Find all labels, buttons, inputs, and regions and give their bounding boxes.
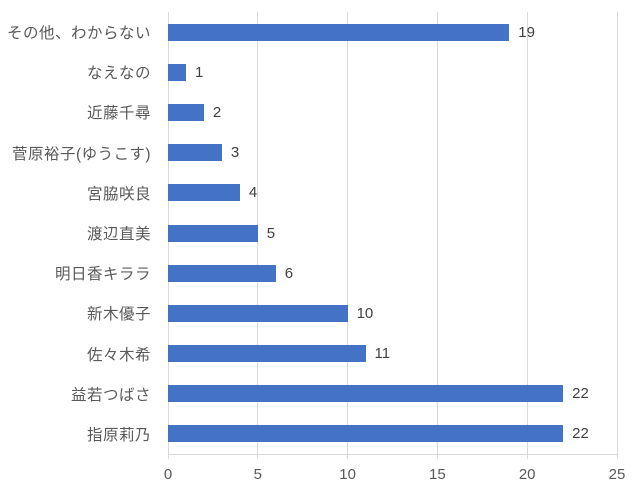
category-row: 明日香キララ [0,253,160,293]
category-row: 渡辺直美 [0,213,160,253]
bar [168,264,276,282]
category-row: なえなの [0,52,160,92]
bar [168,425,564,443]
bar-row: 22 [168,414,617,454]
gridline [257,12,259,454]
axis-tick-mark [167,454,169,459]
category-label: 新木優子 [86,306,151,324]
bar-row: 6 [168,253,617,293]
bar [168,385,564,403]
category-label: なえなの [86,65,151,83]
bar-row: 22 [168,374,617,414]
bar [168,184,240,202]
category-label: 佐々木希 [86,346,151,364]
bar-row: 10 [168,293,617,333]
category-row: 宮脇咲良 [0,173,160,213]
axis-tick-mark [526,454,528,459]
bar [168,23,510,41]
bar-row: 1 [168,52,617,92]
bar-row: 19 [168,12,617,52]
gridline [347,12,349,454]
gridline [616,12,618,454]
plot-area: 19 1 2 3 4 5 6 10 11 22 22 [167,12,618,459]
category-row: 益若つばさ [0,374,160,414]
x-tick-label: 20 [518,466,536,483]
data-label: 6 [284,264,294,282]
category-label: 宮脇咲良 [86,185,151,203]
bar [168,63,186,81]
gridline [526,12,528,454]
x-tick-label: 0 [163,466,173,483]
bar-row: 3 [168,133,617,173]
data-label: 11 [374,345,391,363]
category-label: 益若つばさ [70,386,151,404]
bar [168,345,366,363]
axis-tick-mark [257,454,259,459]
data-label: 19 [518,23,535,41]
bar-row: 2 [168,92,617,132]
axis-tick-mark [436,454,438,459]
x-tick-label: 25 [608,466,626,483]
category-row: 指原莉乃 [0,414,160,454]
category-row: その他、わからない [0,12,160,52]
bar [168,224,258,242]
data-label: 1 [194,63,204,81]
category-row: 新木優子 [0,293,160,333]
category-row: 近藤千尋 [0,92,160,132]
data-label: 22 [572,385,589,403]
bar-row: 4 [168,173,617,213]
axis-tick-mark [347,454,349,459]
bar [168,144,222,162]
category-row: 佐々木希 [0,334,160,374]
value-axis: 0 5 10 15 20 25 [164,466,626,488]
category-label: 菅原裕子(ゆうこす) [11,145,151,163]
category-label: その他、わからない [6,25,151,43]
x-tick-label: 15 [429,466,446,483]
bar-row: 11 [168,334,617,374]
category-label: 指原莉乃 [86,426,151,444]
x-tick-label: 10 [339,466,356,483]
data-label: 2 [212,103,222,121]
data-label: 10 [356,304,374,322]
x-tick-label: 5 [253,466,262,483]
axis-tick-mark [616,454,618,459]
gridline [436,12,438,454]
category-label: 渡辺直美 [86,226,151,244]
category-label: 近藤千尋 [86,105,151,123]
category-axis: その他、わからないなえなの近藤千尋菅原裕子(ゆうこす) 宮脇咲良渡辺直美明日香キラ… [0,12,160,454]
data-label: 4 [248,184,258,202]
category-row: 菅原裕子(ゆうこす) [0,133,160,173]
data-label: 5 [266,224,276,242]
data-label: 22 [572,425,589,443]
bar-series: 19 1 2 3 4 5 6 10 11 22 22 [168,12,617,454]
bar [168,304,348,322]
data-label: 3 [230,144,240,162]
bar [168,103,204,121]
bar-row: 5 [168,213,617,253]
category-label: 明日香キララ [54,266,151,284]
